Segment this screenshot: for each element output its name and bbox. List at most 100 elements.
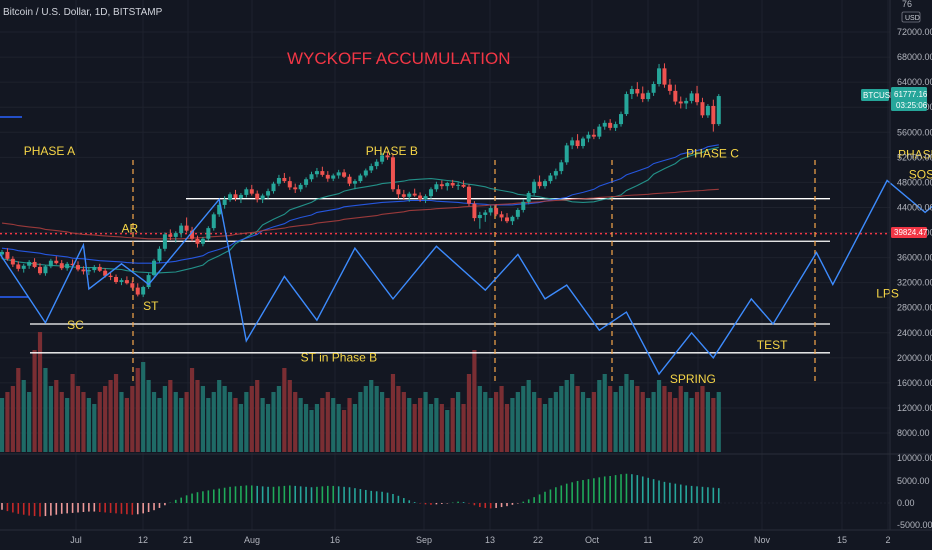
candle-body [401, 194, 406, 197]
annotation-sos: SOS [909, 168, 932, 182]
annotation-st: ST [143, 299, 159, 313]
candle-body [445, 183, 450, 187]
volume-bar [542, 404, 548, 452]
candle-body [32, 261, 37, 267]
volume-bar [151, 392, 157, 452]
volume-bar [309, 410, 314, 452]
time-tick-label: Jul [70, 535, 82, 545]
volume-bar [586, 398, 591, 452]
candle-body [70, 263, 75, 266]
candle [65, 261, 70, 271]
candle-body [640, 93, 645, 100]
candle [434, 181, 439, 192]
candle-body [483, 212, 488, 215]
candle-body [48, 260, 53, 267]
candle-body [390, 157, 395, 190]
candle-body [114, 276, 119, 282]
volume-bar [673, 398, 678, 452]
volume-bar [233, 398, 238, 452]
candle-body [515, 209, 520, 217]
candle-body [673, 90, 678, 102]
candle [363, 168, 368, 178]
candle [705, 104, 710, 118]
candle [515, 208, 520, 220]
currency-badge[interactable]: USD [901, 11, 921, 23]
volume-bar [494, 392, 499, 452]
candle [602, 120, 607, 130]
candle-body [646, 92, 651, 100]
price-tick-label: 72000.00 [897, 27, 932, 37]
volume-bar [613, 392, 618, 452]
volume-bar [5, 392, 10, 452]
volume-bar [200, 386, 206, 452]
candle [613, 121, 618, 131]
candle-body [255, 193, 260, 200]
candle-body [10, 258, 15, 265]
last-price-value: 61777.16 [894, 90, 928, 99]
candle-body [184, 225, 189, 231]
candle [271, 181, 276, 194]
candle [5, 248, 10, 261]
candle [287, 176, 292, 190]
volume-bar [662, 386, 667, 452]
candle-body [466, 186, 471, 204]
candle-body [635, 89, 640, 94]
candle [428, 187, 433, 199]
candle [76, 261, 81, 272]
time-tick-label: 11 [643, 535, 652, 545]
candle-body [494, 208, 499, 215]
volume-bar [684, 392, 689, 452]
candle [27, 260, 32, 269]
candle [553, 168, 558, 180]
volume-bar [162, 386, 167, 452]
candle [695, 85, 700, 106]
candle [380, 152, 385, 165]
volume-bar [678, 386, 683, 452]
candle-body [342, 172, 347, 177]
candle [450, 179, 455, 189]
volume-bar [27, 392, 32, 452]
time-tick-label: Aug [244, 535, 260, 545]
candle-body [146, 275, 151, 288]
candle-body [97, 266, 102, 271]
volume-bar [477, 386, 482, 452]
annotation-phase-d: PHASE D [898, 148, 932, 162]
volume-bar [374, 386, 379, 452]
volume-bar [195, 380, 200, 452]
volume-bar [450, 398, 455, 452]
price-tick-label: 44000.00 [897, 202, 932, 212]
candle-body [152, 260, 157, 276]
time-tick-label: 13 [485, 535, 495, 545]
candle-body [130, 283, 135, 288]
candle-body [619, 114, 624, 125]
candle-body [222, 199, 227, 205]
candle-body [548, 175, 553, 182]
volume-bar [222, 386, 227, 452]
candle [396, 184, 401, 199]
candle [662, 63, 667, 88]
candle [445, 181, 450, 191]
candle-body [124, 280, 129, 284]
volume-bar [504, 404, 510, 452]
candle [711, 99, 716, 132]
candle-body [244, 189, 249, 195]
candle [59, 260, 64, 271]
volume-bar [618, 386, 624, 452]
candle [81, 266, 86, 275]
candle-body [407, 193, 412, 197]
currency-badge-box [901, 11, 921, 23]
volume-bar [466, 374, 472, 452]
volume-bar [0, 398, 5, 452]
time-tick-label: Oct [585, 535, 600, 545]
candle [591, 129, 596, 140]
candle-body [162, 234, 167, 249]
annotation-phase-a: PHASE A [24, 144, 75, 158]
candle [418, 192, 423, 202]
volume-bar [97, 392, 102, 452]
volume-bar [526, 380, 531, 452]
support-price-tag: 39824.47 [891, 227, 928, 238]
volume-bar [597, 380, 602, 452]
volume-bar [43, 368, 48, 452]
volume-bar [608, 386, 613, 452]
